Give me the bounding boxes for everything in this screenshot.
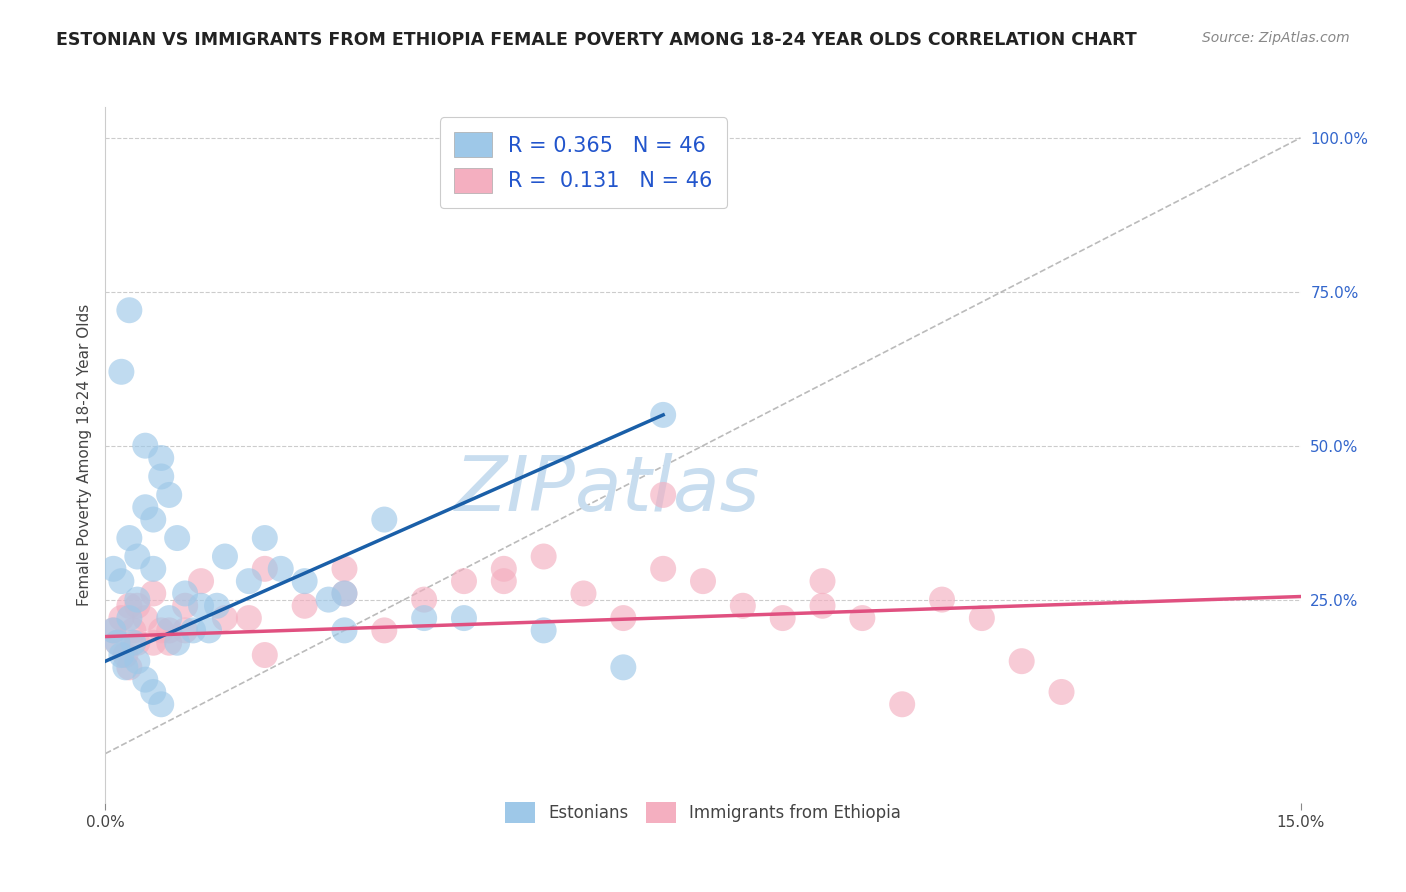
Point xyxy=(134,500,156,515)
Point xyxy=(731,599,754,613)
Point xyxy=(333,586,356,600)
Point xyxy=(103,624,125,638)
Point xyxy=(166,531,188,545)
Point xyxy=(970,611,993,625)
Point xyxy=(157,624,180,638)
Point xyxy=(811,599,834,613)
Point xyxy=(413,592,436,607)
Point xyxy=(134,439,156,453)
Point xyxy=(851,611,873,625)
Point xyxy=(931,592,953,607)
Point xyxy=(294,599,316,613)
Point xyxy=(150,698,173,712)
Point xyxy=(150,450,173,465)
Point xyxy=(118,599,141,613)
Point xyxy=(142,685,165,699)
Point xyxy=(253,562,276,576)
Point xyxy=(190,574,212,589)
Point xyxy=(205,599,228,613)
Point xyxy=(107,636,129,650)
Point xyxy=(157,488,180,502)
Point xyxy=(107,636,129,650)
Point xyxy=(118,531,141,545)
Point xyxy=(150,469,173,483)
Point xyxy=(294,574,316,589)
Point xyxy=(174,586,197,600)
Point xyxy=(238,574,260,589)
Point xyxy=(110,574,132,589)
Point xyxy=(652,562,675,576)
Point xyxy=(157,611,180,625)
Point xyxy=(453,611,475,625)
Point xyxy=(142,636,165,650)
Point xyxy=(190,599,212,613)
Legend: Estonians, Immigrants from Ethiopia: Estonians, Immigrants from Ethiopia xyxy=(495,792,911,833)
Y-axis label: Female Poverty Among 18-24 Year Olds: Female Poverty Among 18-24 Year Olds xyxy=(76,304,91,606)
Point xyxy=(373,512,395,526)
Point xyxy=(110,648,132,662)
Point xyxy=(612,611,634,625)
Point xyxy=(127,592,149,607)
Point xyxy=(772,611,794,625)
Point xyxy=(174,599,197,613)
Point xyxy=(238,611,260,625)
Point xyxy=(492,574,515,589)
Text: ZIPatlas: ZIPatlas xyxy=(454,453,761,526)
Point xyxy=(253,648,276,662)
Point xyxy=(692,574,714,589)
Point xyxy=(103,624,125,638)
Point xyxy=(533,624,555,638)
Point xyxy=(110,365,132,379)
Point xyxy=(318,592,340,607)
Point xyxy=(652,488,675,502)
Point xyxy=(333,562,356,576)
Point xyxy=(612,660,634,674)
Point xyxy=(127,636,149,650)
Point xyxy=(157,636,180,650)
Point xyxy=(413,611,436,625)
Point xyxy=(270,562,292,576)
Point xyxy=(103,562,125,576)
Point xyxy=(127,599,149,613)
Point xyxy=(150,624,173,638)
Point xyxy=(118,303,141,318)
Point xyxy=(181,624,204,638)
Point xyxy=(110,611,132,625)
Point xyxy=(811,574,834,589)
Point xyxy=(142,586,165,600)
Point xyxy=(891,698,914,712)
Point xyxy=(142,562,165,576)
Point xyxy=(114,648,136,662)
Point xyxy=(114,660,136,674)
Point xyxy=(214,549,236,564)
Point xyxy=(533,549,555,564)
Point xyxy=(333,586,356,600)
Point xyxy=(122,624,145,638)
Point xyxy=(652,408,675,422)
Point xyxy=(1050,685,1073,699)
Point xyxy=(174,624,197,638)
Point xyxy=(453,574,475,589)
Point xyxy=(166,636,188,650)
Point xyxy=(142,512,165,526)
Point xyxy=(134,673,156,687)
Point xyxy=(333,624,356,638)
Point xyxy=(122,636,145,650)
Point xyxy=(253,531,276,545)
Point xyxy=(134,611,156,625)
Text: Source: ZipAtlas.com: Source: ZipAtlas.com xyxy=(1202,31,1350,45)
Point xyxy=(1011,654,1033,668)
Point xyxy=(492,562,515,576)
Point xyxy=(198,624,221,638)
Point xyxy=(118,660,141,674)
Point xyxy=(118,611,141,625)
Point xyxy=(373,624,395,638)
Text: ESTONIAN VS IMMIGRANTS FROM ETHIOPIA FEMALE POVERTY AMONG 18-24 YEAR OLDS CORREL: ESTONIAN VS IMMIGRANTS FROM ETHIOPIA FEM… xyxy=(56,31,1137,49)
Point xyxy=(127,654,149,668)
Point xyxy=(572,586,595,600)
Point xyxy=(127,549,149,564)
Point xyxy=(214,611,236,625)
